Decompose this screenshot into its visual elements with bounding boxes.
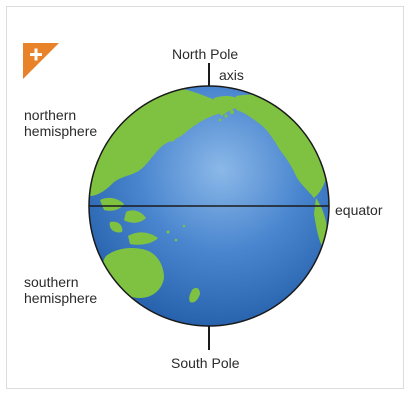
northern-hemisphere-label: northern hemisphere	[24, 107, 114, 139]
zoom-button[interactable]	[23, 43, 59, 79]
northern-hemisphere-line2: hemisphere	[24, 123, 98, 139]
southern-hemisphere-line1: southern	[24, 274, 79, 290]
equator-label: equator	[335, 202, 383, 218]
northern-hemisphere-line1: northern	[24, 107, 77, 123]
southern-hemisphere-label: southern hemisphere	[24, 274, 114, 306]
central-america-landmass	[314, 198, 327, 246]
plus-icon	[23, 43, 59, 79]
north-pole-label: North Pole	[172, 46, 239, 62]
japan-island	[167, 120, 186, 142]
south-pole-label: South Pole	[171, 355, 240, 371]
new-zealand-landmass	[189, 287, 200, 303]
southern-hemisphere-line2: hemisphere	[24, 290, 98, 306]
axis-label: axis	[219, 67, 244, 83]
new-guinea-landmass	[128, 232, 158, 245]
